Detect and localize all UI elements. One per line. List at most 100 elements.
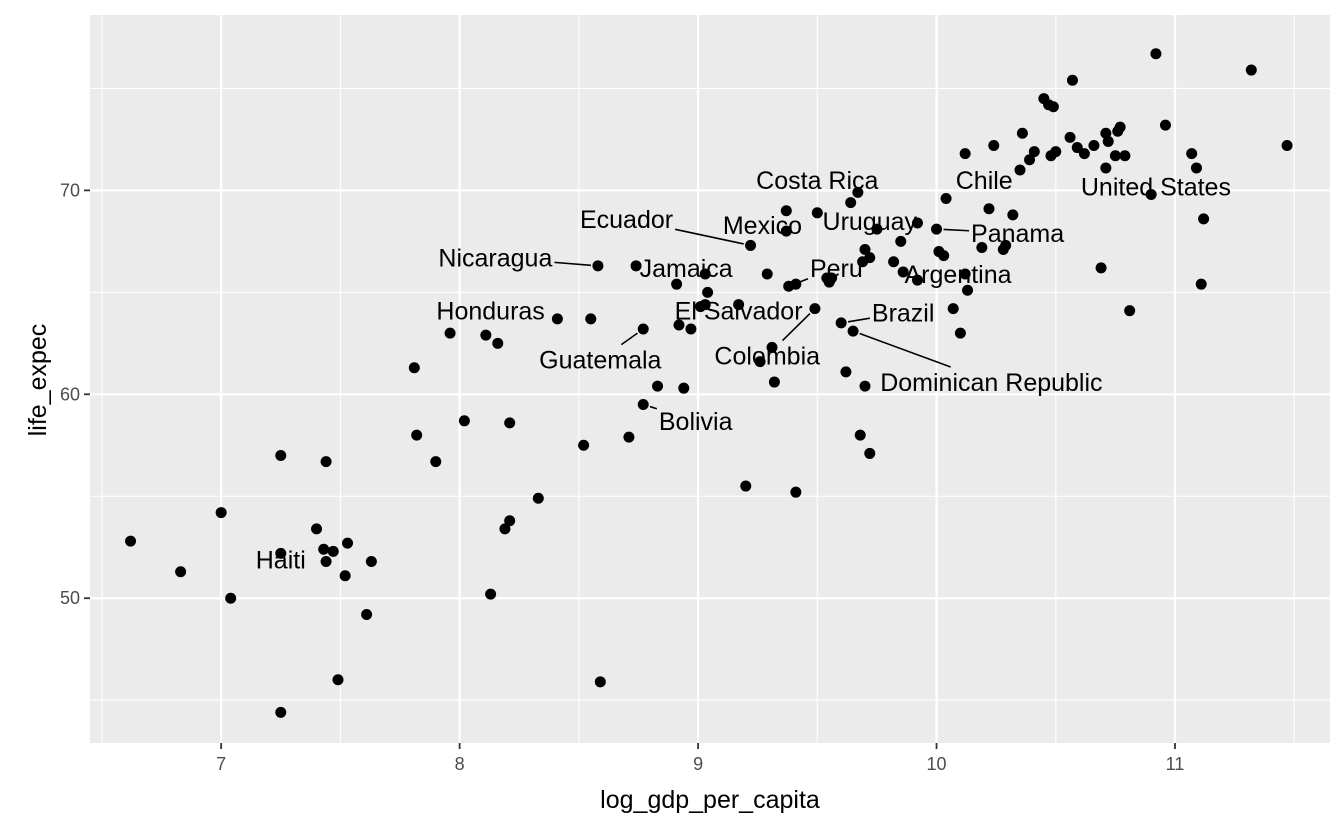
- point-label: Costa Rica: [756, 167, 878, 195]
- x-axis-title: log_gdp_per_capita: [600, 786, 820, 814]
- data-point: [1088, 140, 1100, 152]
- point-label: Jamaica: [640, 255, 733, 283]
- point-label: Mexico: [723, 212, 802, 240]
- data-point: [671, 278, 683, 290]
- data-point: [954, 327, 966, 339]
- axis-ticks: 7 8 9 10 11 50 60 70: [60, 180, 1184, 774]
- data-point: [761, 268, 773, 280]
- data-point: [578, 439, 590, 451]
- data-point: [485, 588, 497, 600]
- data-point: [504, 417, 516, 429]
- data-point: [835, 317, 847, 329]
- data-point: [1245, 64, 1257, 76]
- data-point: [780, 225, 792, 237]
- data-point: [492, 337, 504, 349]
- x-tick-label: 8: [455, 754, 465, 774]
- y-tick-label: 50: [60, 588, 80, 608]
- y-tick-label: 70: [60, 180, 80, 200]
- data-point: [637, 398, 649, 410]
- data-point: [275, 547, 287, 559]
- label-connector: [943, 228, 970, 232]
- label-connector: [847, 317, 871, 323]
- point-label: Ecuador: [580, 206, 673, 234]
- data-point: [630, 260, 642, 272]
- data-point: [327, 545, 339, 557]
- point-label: Bolivia: [659, 408, 733, 436]
- point-label: Dominican Republic: [880, 369, 1102, 397]
- x-tick-label: 11: [1166, 754, 1185, 774]
- plot-panel: [90, 15, 1330, 743]
- data-point: [1024, 154, 1036, 166]
- data-point: [623, 431, 635, 443]
- data-point: [1109, 150, 1121, 162]
- data-point: [940, 193, 952, 205]
- data-point: [845, 197, 857, 209]
- point-label: Haiti: [256, 546, 306, 574]
- x-tick-label: 10: [927, 754, 947, 774]
- data-point: [733, 299, 745, 311]
- data-point: [311, 523, 323, 535]
- data-point: [911, 217, 923, 229]
- data-point: [699, 268, 711, 280]
- label-connector: [649, 405, 658, 410]
- point-label: Chile: [956, 167, 1013, 195]
- data-point: [897, 266, 909, 278]
- data-point: [888, 256, 900, 268]
- data-point: [859, 244, 871, 256]
- data-point: [790, 486, 802, 498]
- data-point: [1050, 146, 1062, 158]
- data-point: [864, 252, 876, 264]
- point-label: Honduras: [436, 298, 544, 326]
- label-connector: [554, 261, 592, 267]
- x-tick-label: 7: [216, 754, 226, 774]
- data-point: [988, 140, 1000, 152]
- data-point: [551, 313, 563, 325]
- data-point: [702, 286, 714, 298]
- data-point: [1281, 140, 1293, 152]
- data-point: [826, 272, 838, 284]
- data-point: [1095, 262, 1107, 274]
- data-point: [318, 543, 330, 555]
- data-point: [809, 303, 821, 315]
- data-point: [699, 299, 711, 311]
- data-point: [959, 148, 971, 160]
- label-connectors: [554, 228, 970, 410]
- data-point: [983, 203, 995, 215]
- data-point: [790, 278, 802, 290]
- data-point: [320, 556, 332, 568]
- data-point: [652, 380, 664, 392]
- data-point: [938, 250, 950, 262]
- data-point: [1100, 162, 1112, 174]
- data-point: [175, 566, 187, 578]
- y-axis-title: life_expec: [24, 324, 52, 437]
- data-point: [1190, 162, 1202, 174]
- point-label: Argentina: [904, 261, 1011, 289]
- point-label: United States: [1081, 173, 1231, 201]
- data-point: [840, 366, 852, 378]
- point-labels: Costa Rica Chile United States Ecuador Mexic…: [256, 167, 1231, 574]
- data-point: [411, 429, 423, 441]
- data-point: [532, 492, 544, 504]
- data-point: [458, 415, 470, 427]
- data-point: [585, 313, 597, 325]
- label-connector: [859, 332, 951, 368]
- data-point: [339, 570, 351, 582]
- data-point: [225, 592, 237, 604]
- data-point: [365, 556, 377, 568]
- data-point: [275, 449, 287, 461]
- y-tick-label: 60: [60, 384, 80, 404]
- data-point: [673, 319, 685, 331]
- point-label: Colombia: [714, 343, 820, 371]
- data-point: [1014, 164, 1026, 176]
- point-label: Guatemala: [539, 347, 661, 375]
- data-point: [1198, 213, 1210, 225]
- data-point: [1000, 239, 1012, 251]
- data-point: [854, 429, 866, 441]
- data-point: [766, 341, 778, 353]
- data-point: [1150, 48, 1162, 60]
- data-point: [408, 362, 420, 374]
- point-label: Uruguay: [823, 208, 918, 236]
- data-point: [1195, 278, 1207, 290]
- data-point: [895, 235, 907, 247]
